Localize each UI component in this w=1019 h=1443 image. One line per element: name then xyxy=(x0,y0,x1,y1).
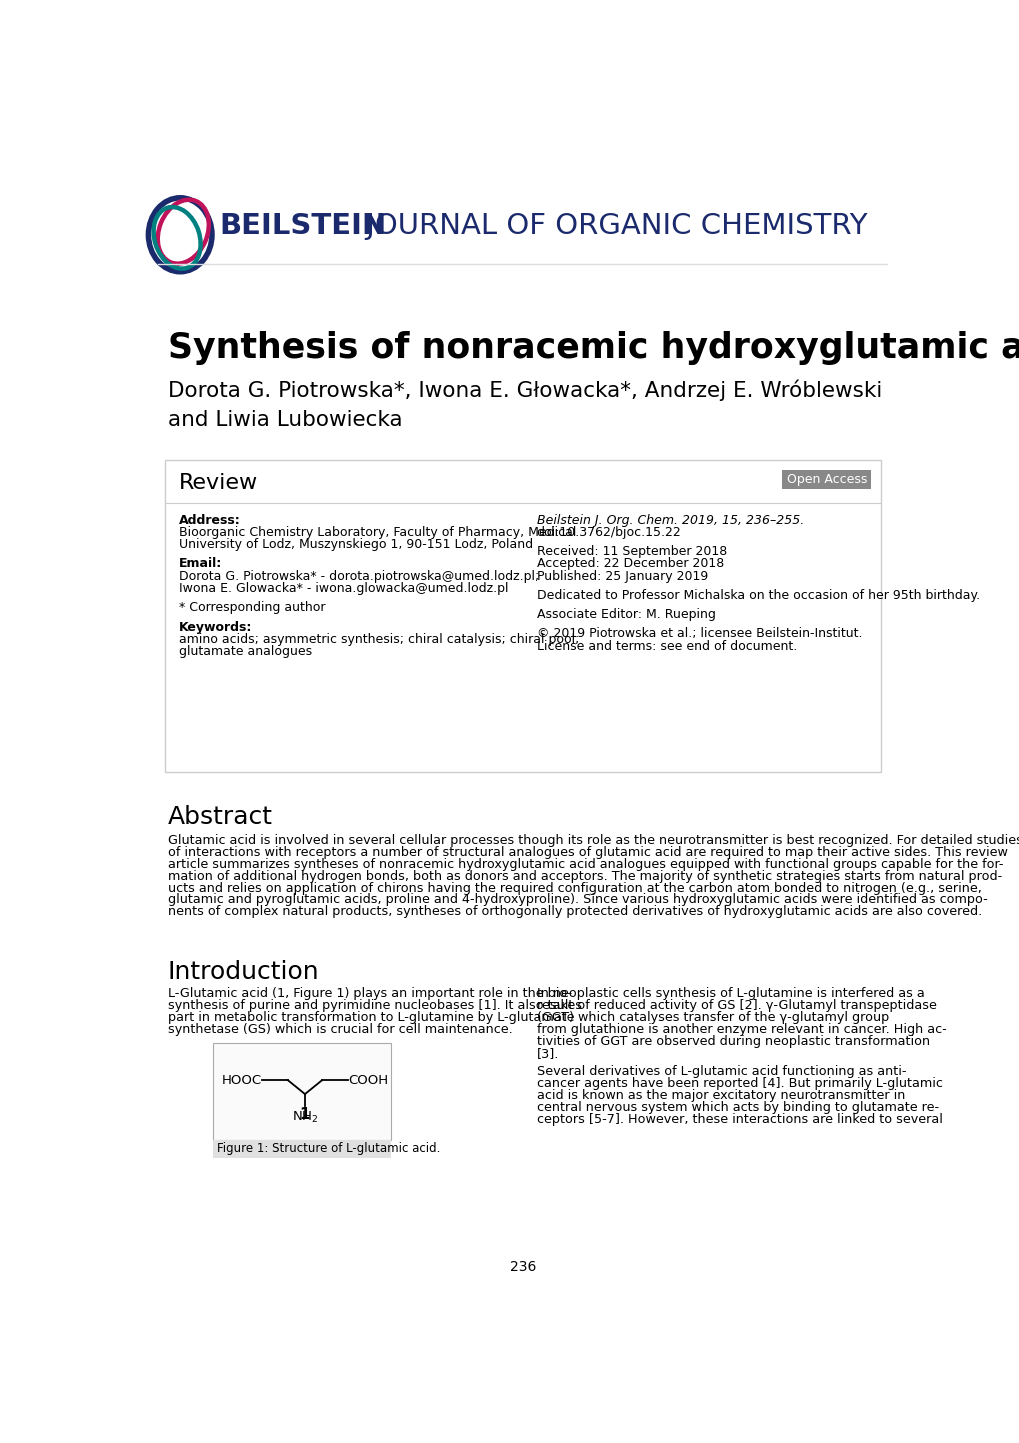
Text: ceptors [5-7]. However, these interactions are linked to several: ceptors [5-7]. However, these interactio… xyxy=(536,1113,942,1126)
Text: Received: 11 September 2018: Received: 11 September 2018 xyxy=(536,545,727,558)
Text: synthetase (GS) which is crucial for cell maintenance.: synthetase (GS) which is crucial for cel… xyxy=(168,1023,513,1036)
Text: Published: 25 January 2019: Published: 25 January 2019 xyxy=(536,570,707,583)
Text: Several derivatives of L-glutamic acid functioning as anti-: Several derivatives of L-glutamic acid f… xyxy=(536,1065,905,1078)
Text: [3].: [3]. xyxy=(536,1046,558,1059)
Text: of interactions with receptors a number of structural analogues of glutamic acid: of interactions with receptors a number … xyxy=(168,846,1007,859)
Text: Abstract: Abstract xyxy=(168,805,272,828)
FancyBboxPatch shape xyxy=(782,470,870,489)
Text: Keywords:: Keywords: xyxy=(178,620,252,633)
FancyBboxPatch shape xyxy=(213,1140,390,1157)
Text: synthesis of purine and pyrimidine nucleobases [1]. It also takes: synthesis of purine and pyrimidine nucle… xyxy=(168,999,581,1012)
Text: © 2019 Piotrowska et al.; licensee Beilstein-Institut.: © 2019 Piotrowska et al.; licensee Beils… xyxy=(536,628,861,641)
Text: part in metabolic transformation to L-glutamine by L-glutamate: part in metabolic transformation to L-gl… xyxy=(168,1012,574,1025)
Text: 236: 236 xyxy=(510,1260,535,1274)
Text: result of reduced activity of GS [2]. γ-Glutamyl transpeptidase: result of reduced activity of GS [2]. γ-… xyxy=(536,999,935,1012)
Text: Open Access: Open Access xyxy=(786,473,866,486)
Text: mation of additional hydrogen bonds, both as donors and acceptors. The majority : mation of additional hydrogen bonds, bot… xyxy=(168,870,1001,883)
Text: Dorota G. Piotrowska*, Iwona E. Głowacka*, Andrzej E. Wróblewski: Dorota G. Piotrowska*, Iwona E. Głowacka… xyxy=(168,380,881,401)
Text: Dorota G. Piotrowska* - dorota.piotrowska@umed.lodz.pl;: Dorota G. Piotrowska* - dorota.piotrowsk… xyxy=(178,570,538,583)
Text: Introduction: Introduction xyxy=(168,960,319,984)
Text: nents of complex natural products, syntheses of orthogonally protected derivativ: nents of complex natural products, synth… xyxy=(168,905,981,918)
Text: University of Lodz, Muszynskiego 1, 90-151 Lodz, Poland: University of Lodz, Muszynskiego 1, 90-1… xyxy=(178,538,532,551)
Text: HOOC: HOOC xyxy=(221,1074,261,1087)
Text: L-Glutamic acid (1, Figure 1) plays an important role in the bio-: L-Glutamic acid (1, Figure 1) plays an i… xyxy=(168,987,572,1000)
Text: Email:: Email: xyxy=(178,557,222,570)
Text: glutamic and pyroglutamic acids, proline and 4-hydroxyproline). Since various hy: glutamic and pyroglutamic acids, proline… xyxy=(168,893,986,906)
Text: In neoplastic cells synthesis of L-glutamine is interfered as a: In neoplastic cells synthesis of L-gluta… xyxy=(536,987,923,1000)
Text: Address:: Address: xyxy=(178,514,240,527)
Text: central nervous system which acts by binding to glutamate re-: central nervous system which acts by bin… xyxy=(536,1101,937,1114)
Text: article summarizes syntheses of nonracemic hydroxyglutamic acid analogues equipp: article summarizes syntheses of nonracem… xyxy=(168,857,1003,870)
Text: and Liwia Lubowiecka: and Liwia Lubowiecka xyxy=(168,410,403,430)
FancyBboxPatch shape xyxy=(164,460,880,772)
Text: Iwona E. Glowacka* - iwona.glowacka@umed.lodz.pl: Iwona E. Glowacka* - iwona.glowacka@umed… xyxy=(178,582,507,595)
Text: Glutamic acid is involved in several cellular processes though its role as the n: Glutamic acid is involved in several cel… xyxy=(168,834,1019,847)
Text: Beilstein J. Org. Chem. 2019, 15, 236–255.: Beilstein J. Org. Chem. 2019, 15, 236–25… xyxy=(536,514,803,527)
Text: JOURNAL OF ORGANIC CHEMISTRY: JOURNAL OF ORGANIC CHEMISTRY xyxy=(357,212,867,240)
Text: from glutathione is another enzyme relevant in cancer. High ac-: from glutathione is another enzyme relev… xyxy=(536,1023,946,1036)
Text: Bioorganic Chemistry Laboratory, Faculty of Pharmacy, Medical: Bioorganic Chemistry Laboratory, Faculty… xyxy=(178,525,576,538)
Text: * Corresponding author: * Corresponding author xyxy=(178,602,325,615)
Text: Figure 1: Structure of L-glutamic acid.: Figure 1: Structure of L-glutamic acid. xyxy=(217,1143,440,1156)
Text: Synthesis of nonracemic hydroxyglutamic acids: Synthesis of nonracemic hydroxyglutamic … xyxy=(168,330,1019,365)
Text: tivities of GGT are observed during neoplastic transformation: tivities of GGT are observed during neop… xyxy=(536,1035,929,1048)
Text: acid is known as the major excitatory neurotransmitter in: acid is known as the major excitatory ne… xyxy=(536,1088,904,1101)
Text: ucts and relies on application of chirons having the required configuration at t: ucts and relies on application of chiron… xyxy=(168,882,980,895)
Text: glutamate analogues: glutamate analogues xyxy=(178,645,312,658)
Text: Dedicated to Professor Michalska on the occasion of her 95th birthday.: Dedicated to Professor Michalska on the … xyxy=(536,589,979,602)
FancyBboxPatch shape xyxy=(213,1043,390,1140)
Text: BEILSTEIN: BEILSTEIN xyxy=(219,212,386,240)
Text: NH$_2$: NH$_2$ xyxy=(291,1110,318,1124)
Text: License and terms: see end of document.: License and terms: see end of document. xyxy=(536,639,796,652)
Text: 1: 1 xyxy=(300,1107,310,1121)
Text: Associate Editor: M. Rueping: Associate Editor: M. Rueping xyxy=(536,608,715,620)
Text: COOH: COOH xyxy=(348,1074,388,1087)
Text: Review: Review xyxy=(178,473,258,494)
Text: Accepted: 22 December 2018: Accepted: 22 December 2018 xyxy=(536,557,723,570)
Text: (GGT) which catalyses transfer of the γ-glutamyl group: (GGT) which catalyses transfer of the γ-… xyxy=(536,1012,889,1025)
Text: doi:10.3762/bjoc.15.22: doi:10.3762/bjoc.15.22 xyxy=(536,525,681,538)
Text: cancer agents have been reported [4]. But primarily L-glutamic: cancer agents have been reported [4]. Bu… xyxy=(536,1076,942,1089)
Text: amino acids; asymmetric synthesis; chiral catalysis; chiral pool;: amino acids; asymmetric synthesis; chira… xyxy=(178,633,579,646)
